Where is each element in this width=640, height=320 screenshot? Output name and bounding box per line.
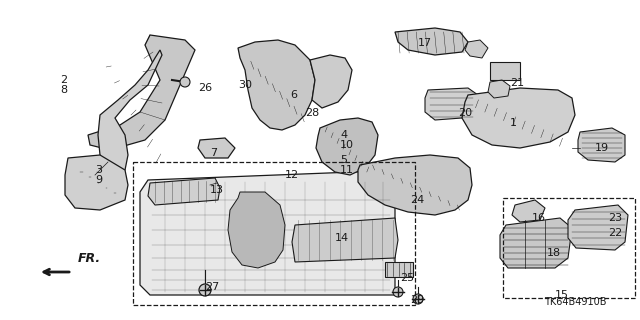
Text: 24: 24: [410, 195, 424, 205]
Text: 17: 17: [418, 38, 432, 48]
Text: 16: 16: [532, 213, 546, 223]
Text: 20: 20: [458, 108, 472, 118]
Polygon shape: [578, 128, 625, 162]
Text: 19: 19: [595, 143, 609, 153]
Circle shape: [199, 284, 211, 296]
Polygon shape: [465, 40, 488, 58]
Text: 3: 3: [95, 165, 102, 175]
Polygon shape: [395, 28, 468, 55]
Text: 28: 28: [305, 108, 319, 118]
Polygon shape: [358, 155, 472, 215]
Text: 27: 27: [205, 282, 220, 292]
Text: 15: 15: [555, 290, 569, 300]
Text: 14: 14: [335, 233, 349, 243]
Text: 25: 25: [400, 273, 414, 283]
Polygon shape: [462, 88, 575, 148]
Polygon shape: [310, 55, 352, 108]
Text: 5: 5: [340, 155, 347, 165]
Text: 26: 26: [198, 83, 212, 93]
Text: 12: 12: [285, 170, 299, 180]
Bar: [490, 62, 520, 80]
Text: 4: 4: [340, 130, 347, 140]
Text: 13: 13: [210, 185, 224, 195]
Polygon shape: [238, 40, 315, 130]
Text: 11: 11: [340, 165, 354, 175]
Text: 6: 6: [290, 90, 297, 100]
Polygon shape: [512, 200, 545, 222]
Text: 21: 21: [510, 78, 524, 88]
Text: 1: 1: [510, 118, 517, 128]
Circle shape: [180, 77, 190, 87]
Text: 23: 23: [608, 213, 622, 223]
Bar: [385, 262, 413, 277]
Polygon shape: [425, 88, 478, 120]
Polygon shape: [198, 138, 235, 158]
Polygon shape: [88, 35, 195, 150]
Polygon shape: [292, 218, 398, 262]
Text: 8: 8: [60, 85, 67, 95]
Text: FR.: FR.: [78, 252, 101, 265]
Text: 7: 7: [210, 148, 217, 158]
Bar: [133, 162, 415, 305]
Text: 18: 18: [547, 248, 561, 258]
Polygon shape: [488, 80, 510, 98]
Text: 30: 30: [238, 80, 252, 90]
Text: 9: 9: [95, 175, 102, 185]
Text: 22: 22: [608, 228, 622, 238]
Polygon shape: [500, 218, 572, 268]
Polygon shape: [228, 192, 285, 268]
Polygon shape: [140, 170, 408, 295]
Circle shape: [413, 294, 423, 304]
Polygon shape: [148, 178, 220, 205]
Polygon shape: [98, 50, 162, 175]
Polygon shape: [568, 205, 628, 250]
Text: 2: 2: [60, 75, 67, 85]
Bar: [503, 198, 635, 298]
Text: TK64B4910B: TK64B4910B: [544, 297, 606, 307]
Polygon shape: [65, 155, 128, 210]
Circle shape: [393, 287, 403, 297]
Text: 10: 10: [340, 140, 354, 150]
Polygon shape: [316, 118, 378, 175]
Text: 29: 29: [410, 295, 424, 305]
